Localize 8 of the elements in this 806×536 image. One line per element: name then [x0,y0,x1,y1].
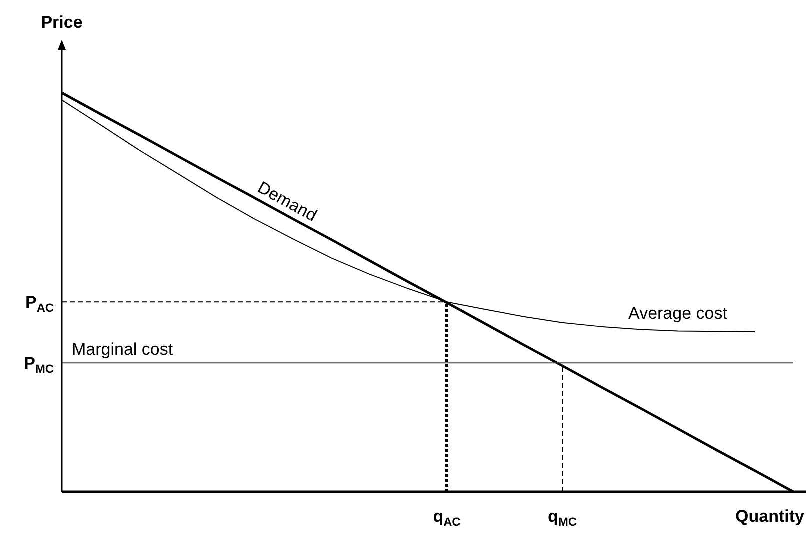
x-tick-label: q$_{AC}$ [433,507,462,529]
y-axis-title: Price [41,13,83,32]
series-label: Average cost [628,304,728,324]
x-tick-label: q$_{MC}$ [548,507,578,529]
series-label: Marginal cost [72,340,174,360]
text: P$_{AC}$ [25,293,54,315]
text: P$_{MC}$ [24,354,54,376]
x-axis-title: Quantity [736,507,806,526]
